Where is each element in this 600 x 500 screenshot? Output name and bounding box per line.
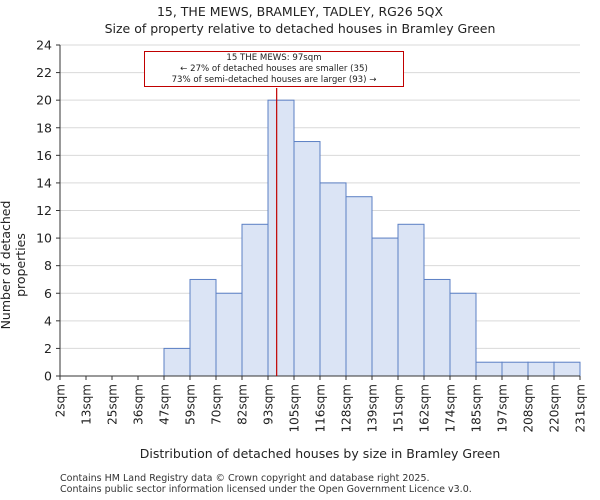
y-tick-label: 2 bbox=[44, 341, 52, 356]
histogram-bar bbox=[241, 223, 269, 377]
y-tick-label: 14 bbox=[36, 175, 52, 190]
x-tick-label: 208sqm bbox=[522, 384, 536, 432]
y-tick-label: 18 bbox=[36, 120, 52, 135]
histogram-bar bbox=[449, 292, 477, 377]
x-tick-label: 116sqm bbox=[314, 384, 328, 432]
histogram-bar bbox=[501, 361, 529, 377]
x-tick-label: 128sqm bbox=[340, 384, 354, 432]
x-tick-label: 70sqm bbox=[210, 384, 224, 425]
x-tick-label: 220sqm bbox=[548, 384, 562, 432]
histogram-bar bbox=[423, 278, 451, 377]
histogram-bar bbox=[163, 347, 191, 377]
y-tick-label: 10 bbox=[36, 231, 52, 246]
x-tick-label: 36sqm bbox=[132, 384, 146, 425]
annotation-box: 15 THE MEWS: 97sqm ← 27% of detached hou… bbox=[144, 51, 404, 87]
x-tick-label: 231sqm bbox=[574, 384, 588, 432]
histogram-bar bbox=[189, 278, 217, 377]
x-axis-label: Distribution of detached houses by size … bbox=[139, 446, 501, 461]
x-tick-label: 105sqm bbox=[288, 384, 302, 432]
x-tick-label: 185sqm bbox=[470, 384, 484, 432]
x-tick-label: 47sqm bbox=[158, 384, 172, 425]
x-tick-label: 2sqm bbox=[54, 384, 68, 417]
y-tick-label: 12 bbox=[36, 203, 52, 218]
y-tick-label: 20 bbox=[36, 93, 52, 108]
histogram-bar bbox=[293, 141, 321, 377]
histogram-bar bbox=[345, 196, 373, 377]
x-tick-label: 162sqm bbox=[418, 384, 432, 432]
histogram-bar bbox=[319, 182, 347, 377]
y-tick-label: 6 bbox=[44, 286, 52, 301]
x-tick-label: 59sqm bbox=[184, 384, 198, 425]
histogram-bar bbox=[215, 292, 243, 377]
x-tick-label: 93sqm bbox=[262, 384, 276, 425]
chart-title-subtitle: Size of property relative to detached ho… bbox=[104, 21, 496, 36]
histogram-bar bbox=[267, 99, 295, 377]
footer-licence: Contains public sector information licen… bbox=[60, 484, 472, 495]
x-tick-label: 174sqm bbox=[444, 384, 458, 432]
y-tick-label: 0 bbox=[44, 369, 52, 384]
histogram-bar bbox=[371, 237, 399, 377]
annotation-line-1: 15 THE MEWS: 97sqm bbox=[226, 53, 322, 63]
x-tick-label: 82sqm bbox=[236, 384, 250, 425]
x-tick-label: 13sqm bbox=[80, 384, 94, 425]
y-axis-label: Number of detached properties bbox=[0, 200, 28, 330]
histogram-bar bbox=[397, 223, 425, 377]
x-tick-label: 197sqm bbox=[496, 384, 510, 432]
annotation-line-2: ← 27% of detached houses are smaller (35… bbox=[180, 64, 368, 74]
y-tick-label: 16 bbox=[36, 148, 52, 163]
x-tick-label: 139sqm bbox=[366, 384, 380, 432]
histogram-bar bbox=[527, 361, 555, 377]
annotation-line-3: 73% of semi-detached houses are larger (… bbox=[171, 75, 377, 85]
x-tick-label: 25sqm bbox=[106, 384, 120, 425]
y-tick-label: 22 bbox=[36, 65, 52, 80]
y-tick-label: 8 bbox=[44, 258, 52, 273]
chart-title-address: 15, THE MEWS, BRAMLEY, TADLEY, RG26 5QX bbox=[156, 4, 444, 19]
y-tick-label: 4 bbox=[44, 313, 52, 328]
footer-copyright: Contains HM Land Registry data © Crown c… bbox=[60, 473, 430, 484]
y-tick-label: 24 bbox=[36, 38, 52, 53]
x-tick-label: 151sqm bbox=[392, 384, 406, 432]
histogram-bar bbox=[475, 361, 503, 377]
histogram-bar bbox=[553, 361, 581, 377]
